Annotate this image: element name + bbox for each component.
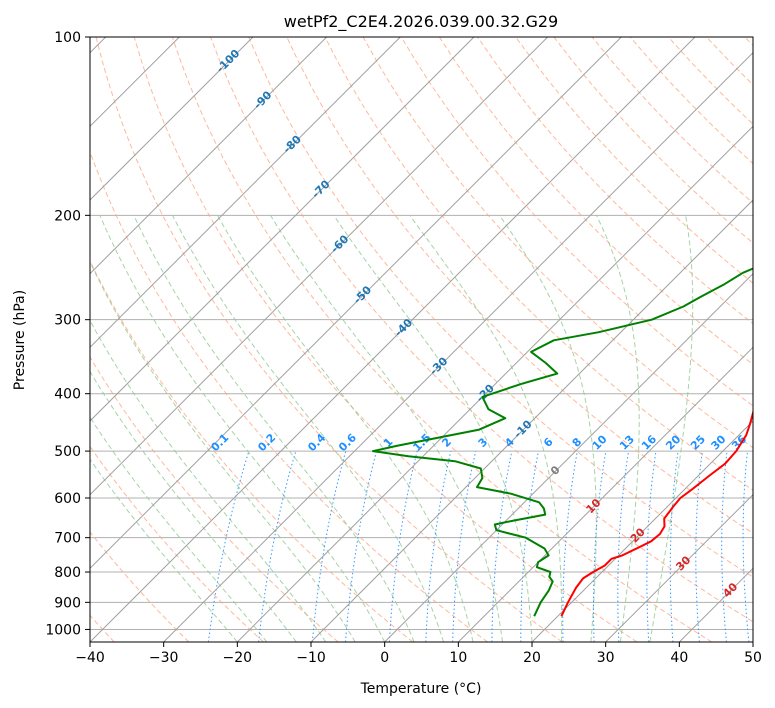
mixing-ratio-line xyxy=(520,451,539,642)
pressure-gridlines xyxy=(90,37,753,630)
dry-adiabats xyxy=(90,37,753,642)
moist-adiabat xyxy=(90,416,268,642)
moist-adiabat xyxy=(649,215,694,642)
x-tick-label: −30 xyxy=(149,650,179,666)
isotherm xyxy=(384,272,753,642)
x-tick-label: 30 xyxy=(597,650,615,666)
moist-adiabats xyxy=(90,215,694,642)
mixing-ratio-line xyxy=(345,450,378,642)
isotherm xyxy=(90,37,696,642)
y-tick-label: 800 xyxy=(54,565,81,581)
isotherm xyxy=(163,51,753,642)
x-tick-label: 10 xyxy=(449,650,467,666)
isotherm xyxy=(90,37,401,349)
dry-adiabat xyxy=(324,37,753,491)
x-axis-label: Temperature (°C) xyxy=(360,681,482,697)
dry-adiabat xyxy=(171,37,712,642)
isotherm xyxy=(90,37,622,570)
dewpoint-profile-line xyxy=(372,267,753,617)
x-tick-label: 40 xyxy=(670,650,688,666)
plot-frame xyxy=(89,36,754,643)
mixing-ratio-line xyxy=(452,450,477,642)
y-tick-label: 300 xyxy=(54,313,81,329)
dry-adiabat xyxy=(400,37,753,407)
mixing-ratio-lines xyxy=(207,450,750,642)
x-tick-label: 50 xyxy=(744,650,762,666)
x-tick-label: 20 xyxy=(523,650,541,666)
isotherm xyxy=(90,37,328,275)
dry-adiabat xyxy=(90,445,264,642)
moist-adiabat xyxy=(90,319,327,642)
moist-adiabat xyxy=(133,215,415,642)
x-tick-label: −40 xyxy=(75,650,105,666)
dry-adiabat xyxy=(90,531,190,642)
x-axis-ticks: −40 −30 −20 −10 0 10 20 30 40 50 xyxy=(75,642,762,666)
y-tick-label: 900 xyxy=(54,595,81,611)
dry-adiabat xyxy=(90,356,339,642)
isotherms xyxy=(90,37,753,642)
profile-series xyxy=(372,267,753,617)
moist-adiabat xyxy=(90,458,238,642)
moist-adiabat xyxy=(409,215,563,642)
moist-adiabat xyxy=(499,215,597,642)
x-tick-label: −10 xyxy=(296,650,326,666)
moist-adiabat xyxy=(90,260,356,642)
plot-area: 0.1 0.2 0.4 0.6 1 1.5 2 3 4 6 8 10 13 16 20 25 30 36-100-… xyxy=(90,37,753,642)
y-tick-label: 500 xyxy=(54,444,81,460)
dry-adiabat xyxy=(515,37,753,284)
mixing-ratio-line xyxy=(388,450,418,642)
x-tick-label: 0 xyxy=(380,650,389,666)
mixing-ratio-line xyxy=(425,450,452,642)
x-tick-label: −20 xyxy=(223,650,253,666)
dry-adiabat xyxy=(90,150,488,642)
moist-adiabat xyxy=(99,215,386,642)
y-tick-label: 400 xyxy=(54,387,81,403)
dry-adiabat xyxy=(210,37,753,623)
isotherm xyxy=(457,346,753,642)
isotherm xyxy=(90,37,475,422)
isotherm xyxy=(90,37,549,496)
dry-adiabat xyxy=(133,37,638,642)
dry-adiabat xyxy=(95,37,563,642)
moist-adiabat xyxy=(596,215,640,642)
moist-adiabat xyxy=(270,215,503,642)
y-tick-label: 600 xyxy=(54,491,81,507)
moist-adiabat xyxy=(172,215,445,642)
dry-adiabat xyxy=(438,37,753,366)
mixing-ratio-line xyxy=(311,450,347,642)
isotherm xyxy=(90,37,254,201)
mixing-ratio-line xyxy=(491,450,513,642)
y-axis-label: Pressure (hPa) xyxy=(12,290,28,390)
y-tick-label: 200 xyxy=(54,208,81,224)
isotherm xyxy=(236,125,753,642)
y-axis-ticks: 100 200 300 400 500 600 700 800 900 1000 xyxy=(45,30,90,638)
isotherm xyxy=(310,199,753,642)
y-tick-label: 100 xyxy=(54,30,81,46)
temperature-profile-line xyxy=(560,409,753,617)
moist-adiabat xyxy=(90,370,297,642)
y-tick-label: 700 xyxy=(54,531,81,547)
isotherm xyxy=(605,493,753,642)
chart-title: wetPf2_C2E4.2026.039.00.32.G29 xyxy=(284,12,558,32)
dry-adiabat xyxy=(248,37,753,578)
isotherm xyxy=(531,420,753,642)
y-tick-label: 1000 xyxy=(45,622,81,638)
